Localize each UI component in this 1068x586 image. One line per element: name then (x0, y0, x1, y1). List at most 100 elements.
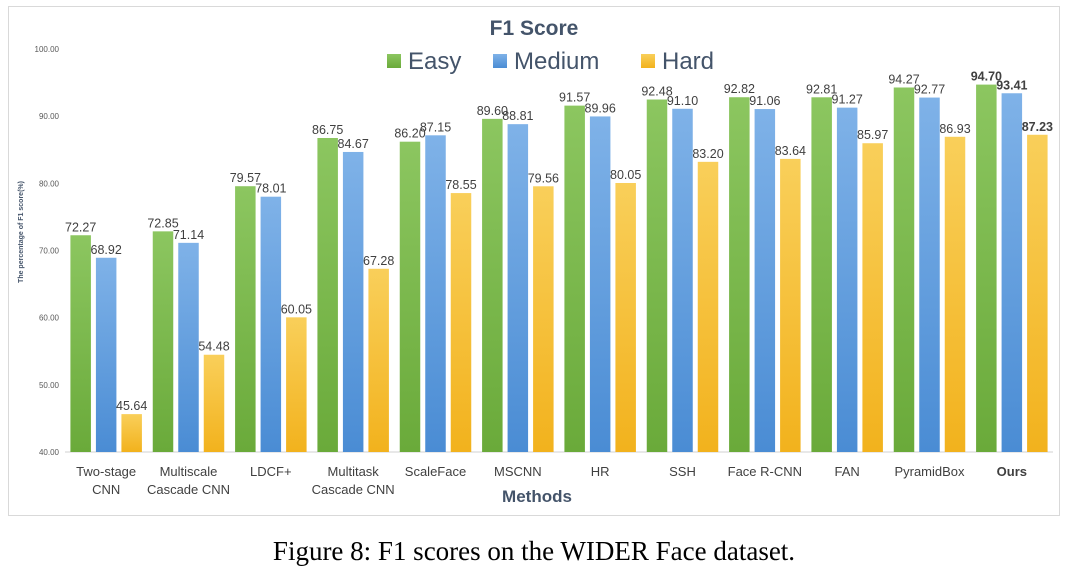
data-label-medium: 78.01 (255, 182, 286, 196)
bar-hard (203, 354, 225, 452)
y-tick-label: 50.00 (39, 381, 60, 390)
bar-easy (317, 137, 338, 452)
data-label-easy: 86.20 (394, 127, 425, 141)
y-tick-label: 100.00 (35, 45, 60, 54)
category-label: Multiscale Cascade CNN (147, 464, 230, 497)
y-tick-label: 40.00 (39, 448, 60, 457)
data-label-easy: 86.75 (312, 123, 343, 137)
data-label-medium: 88.81 (502, 109, 533, 123)
bar-hard (697, 161, 719, 452)
data-label-hard: 86.93 (939, 122, 970, 136)
data-label-hard: 54.48 (198, 340, 229, 354)
data-label-medium: 91.27 (832, 93, 863, 107)
data-label-medium: 91.06 (749, 94, 780, 108)
x-axis: Two-stage CNN Multiscale Cascade CNN LDCF+ Mu… (76, 464, 1027, 497)
chart-frame: F1 Score Easy Medium Hard 40.00 50.00 60.00 7… (8, 6, 1060, 516)
category-label: HR (591, 464, 610, 479)
data-label-hard: 87.23 (1022, 120, 1053, 134)
bar-medium (672, 108, 693, 453)
bar-hard (533, 186, 554, 452)
category-label: Multitask Cascade CNN (312, 464, 395, 497)
y-tick-label: 70.00 (39, 247, 60, 256)
bars (70, 84, 1048, 453)
y-tick-label: 90.00 (39, 112, 60, 121)
bar-medium (178, 242, 199, 452)
legend-swatch-hard (641, 54, 655, 68)
data-label-easy: 72.27 (65, 220, 96, 234)
bar-medium (589, 116, 611, 452)
data-label-hard: 79.56 (528, 171, 559, 185)
category-label: PyramidBox (894, 464, 965, 479)
data-label-hard: 60.05 (281, 302, 312, 316)
data-label-easy: 79.57 (230, 171, 261, 185)
data-label-easy: 92.82 (724, 82, 755, 96)
category-label: FAN (835, 464, 860, 479)
bar-hard (944, 136, 966, 452)
data-label-medium: 68.92 (91, 243, 122, 257)
bar-medium (754, 109, 776, 452)
data-label-easy: 94.70 (971, 70, 1002, 84)
data-label-easy: 92.81 (806, 82, 837, 96)
bar-hard (862, 143, 883, 452)
bar-hard (286, 317, 307, 452)
bar-medium (425, 135, 446, 452)
legend-label-easy: Easy (408, 48, 461, 75)
data-label-easy: 94.27 (888, 72, 919, 86)
category-label: SSH (669, 464, 696, 479)
bar-hard (780, 158, 801, 452)
data-label-easy: 92.48 (641, 85, 672, 99)
bar-easy (811, 97, 832, 452)
data-label-medium: 93.41 (996, 78, 1027, 92)
category-label: Two-stage CNN (76, 464, 136, 497)
data-label-hard: 45.64 (116, 399, 147, 413)
chart-title: F1 Score (490, 17, 579, 40)
data-label-hard: 67.28 (363, 254, 394, 268)
y-axis: 40.00 50.00 60.00 70.00 80.00 90.00 100.00 (35, 45, 1053, 457)
legend-label-hard: Hard (662, 48, 714, 75)
category-label: LDCF+ (250, 464, 292, 479)
bar-medium (507, 124, 529, 453)
bar-medium (1001, 93, 1023, 453)
bar-easy (976, 84, 997, 453)
bar-easy (729, 97, 750, 452)
legend-swatch-medium (493, 54, 507, 68)
data-label-medium: 71.14 (173, 228, 204, 242)
data-label-medium: 91.10 (667, 94, 698, 108)
data-label-hard: 83.64 (775, 144, 806, 158)
figure-caption: Figure 8: F1 scores on the WIDER Face da… (272, 536, 796, 566)
bar-medium (919, 97, 940, 453)
data-label-medium: 89.96 (585, 101, 616, 115)
y-tick-label: 80.00 (39, 179, 60, 188)
bar-medium (342, 151, 364, 453)
bar-easy (152, 231, 174, 452)
legend-swatch-easy (387, 54, 401, 68)
bar-easy (399, 141, 421, 452)
x-axis-title: Methods (502, 487, 572, 506)
category-label: Ours (997, 464, 1027, 479)
bar-hard (615, 182, 636, 452)
data-label-hard: 80.05 (610, 168, 641, 182)
f1-score-bar-chart: F1 Score Easy Medium Hard 40.00 50.00 60.00 7… (18, 17, 1053, 506)
category-label: MSCNN (494, 464, 542, 479)
data-label-hard: 78.55 (445, 178, 476, 192)
data-label-hard: 85.97 (857, 128, 888, 142)
bar-hard (450, 193, 472, 452)
bar-medium (260, 196, 282, 452)
data-label-medium: 84.67 (338, 137, 369, 151)
data-label-easy: 72.85 (147, 216, 178, 230)
bar-easy (564, 105, 585, 453)
bar-medium (95, 257, 117, 452)
y-tick-label: 60.00 (39, 314, 60, 323)
bar-medium (836, 107, 858, 452)
bar-easy (893, 87, 915, 452)
data-label-medium: 92.77 (914, 83, 945, 97)
bar-easy (482, 118, 503, 452)
data-label-medium: 87.15 (420, 120, 451, 134)
data-label-easy: 91.57 (559, 91, 590, 105)
category-label: Face R-CNN (728, 464, 802, 479)
legend: Easy Medium Hard (387, 48, 714, 75)
bar-hard (368, 268, 389, 452)
bar-hard (121, 414, 142, 452)
category-label: ScaleFace (405, 464, 466, 479)
